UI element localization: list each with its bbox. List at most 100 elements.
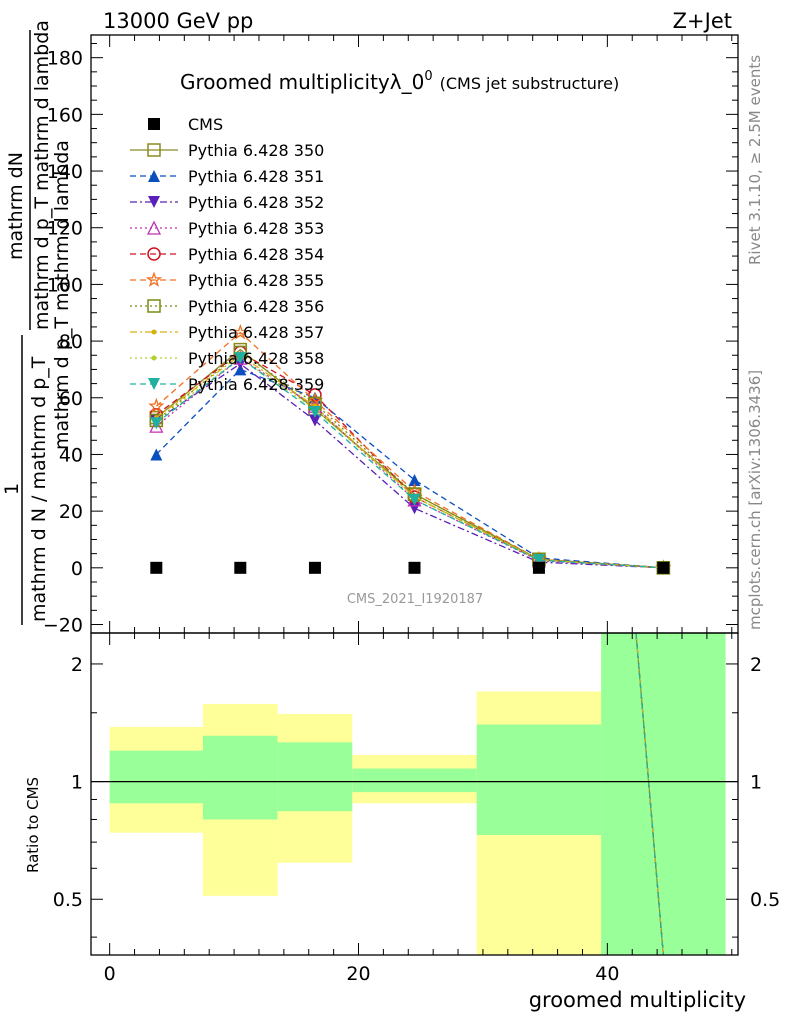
- cms-data-point: [532, 561, 545, 574]
- title-sub: (CMS jet substructure): [440, 74, 620, 93]
- legend-label: Pythia 6.428 351: [188, 167, 324, 186]
- series-line: [155, 368, 664, 569]
- x-tick-label: 0: [104, 963, 116, 985]
- legend-label: Pythia 6.428 354: [188, 245, 324, 264]
- cms-data-point: [150, 561, 163, 574]
- legend-marker: [148, 170, 160, 182]
- y-tick-label: 140: [47, 161, 83, 183]
- legend-label: Pythia 6.428 357: [188, 323, 324, 342]
- legend-entry: Pythia 6.428 352: [130, 193, 324, 212]
- series-point: [308, 414, 321, 427]
- cms-data-point: [408, 561, 421, 574]
- y-tick-label: 100: [47, 274, 83, 296]
- legend-marker: [151, 329, 157, 335]
- y-tick-label: 60: [59, 388, 83, 410]
- legend-entry-cms: CMS: [148, 115, 223, 134]
- y-label-one: 1: [1, 483, 23, 495]
- ratio-band-green: [109, 750, 203, 804]
- header-right: Z+Jet: [673, 9, 732, 33]
- legend-label: Pythia 6.428 353: [188, 219, 324, 238]
- series-line: [155, 362, 664, 569]
- series-point: [232, 324, 249, 340]
- legend-marker: [145, 271, 163, 287]
- ratio-band-green: [202, 735, 278, 820]
- cms-data-points: [150, 561, 670, 574]
- x-tick-label: 20: [346, 963, 370, 985]
- ratio-y-tick-label-right: 2: [750, 654, 762, 676]
- y-tick-label: 160: [47, 104, 83, 126]
- y-tick-label: 180: [47, 48, 83, 70]
- ratio-frame: [90, 632, 739, 956]
- series-point: [148, 397, 165, 414]
- legend-label: Pythia 6.428 356: [188, 297, 324, 316]
- legend-label: Pythia 6.428 352: [188, 193, 324, 212]
- series-line: [155, 351, 664, 569]
- legend-label: Pythia 6.428 359: [188, 375, 324, 394]
- series-point: [308, 405, 321, 418]
- rivet-label: Rivet 3.1.10, ≥ 2.5M events: [746, 55, 764, 265]
- legend-label: Pythia 6.428 358: [188, 349, 324, 368]
- legend-marker: [147, 143, 161, 157]
- ratio-axes: 0.5 0.51 12 20 20 40: [53, 632, 780, 985]
- ratio-series-line: [635, 632, 664, 956]
- cms-data-point: [657, 561, 670, 574]
- y-label-numerator: mathrm dN: [5, 152, 27, 260]
- legend: CMS Pythia 6.428 350 Pythia 6.428 351 Pythi…: [130, 115, 324, 394]
- legend-entry: Pythia 6.428 354: [130, 245, 324, 264]
- ratio-y-tick-label-right: 0.5: [750, 889, 780, 911]
- ratio-y-tick-label: 2: [71, 654, 83, 676]
- series-line: [155, 357, 664, 569]
- title-main: Groomed multiplicityλ_0: [180, 70, 424, 94]
- series-point: [408, 473, 421, 486]
- x-axis-label: groomed multiplicity: [529, 988, 746, 1012]
- title-sup: 0: [424, 69, 432, 84]
- legend-marker: [148, 378, 160, 390]
- legend-marker: [148, 118, 160, 130]
- svg-text:Groomed multiplicityλ_00(CMS j: Groomed multiplicityλ_00 (CMS jet substru…: [180, 69, 619, 94]
- cms-data-point: [308, 561, 321, 574]
- legend-entry: Pythia 6.428 350: [130, 141, 324, 160]
- series-point: [532, 554, 545, 567]
- series-point: [150, 448, 163, 461]
- y-axis-label-main: mathrm dN mathrm d p_T mathrm d lambda 1…: [1, 20, 73, 625]
- series-line: [155, 331, 664, 569]
- ratio-y-tick-label-right: 1: [750, 772, 762, 794]
- y-tick-label: −20: [43, 614, 83, 636]
- main-axes: −20 0 20 40 60 80 100 120 140 160 180: [43, 34, 739, 636]
- ratio-y-tick-label: 1: [71, 772, 83, 794]
- legend-entry: Pythia 6.428 358: [130, 349, 324, 368]
- y-axis-label-ratio: Ratio to CMS: [24, 777, 42, 873]
- y-tick-label: 20: [59, 501, 83, 523]
- x-tick-label: 40: [595, 963, 619, 985]
- legend-entry: Pythia 6.428 359: [130, 375, 324, 394]
- legend-entry: Pythia 6.428 357: [130, 323, 324, 342]
- ratio-band-green: [476, 724, 602, 836]
- legend-marker: [147, 247, 161, 261]
- header-left: 13000 GeV pp: [103, 9, 253, 33]
- ratio-band-green: [277, 742, 353, 812]
- legend-label: Pythia 6.428 350: [188, 141, 324, 160]
- main-series: [148, 324, 672, 575]
- series-Pythia-6428-351: [150, 363, 670, 574]
- y-label-denominator-2: mathrm d p_T mathrm d lambda: [51, 140, 73, 450]
- y-tick-label: 120: [47, 218, 83, 240]
- legend-entry: Pythia 6.428 356: [130, 297, 324, 316]
- mcplots-label: mcplots.cern.ch [arXiv:1306.3436]: [746, 370, 764, 630]
- ratio-band-green: [601, 633, 726, 955]
- series-point: [408, 493, 421, 506]
- legend-entry: Pythia 6.428 355: [130, 271, 324, 290]
- legend-entry: Pythia 6.428 353: [130, 219, 324, 238]
- y-tick-label: 40: [59, 444, 83, 466]
- analysis-watermark: CMS_2021_I1920187: [347, 592, 483, 607]
- ratio-y-tick-label: 0.5: [53, 889, 83, 911]
- series-point: [306, 392, 324, 408]
- cms-data-point: [234, 561, 247, 574]
- legend-entry: Pythia 6.428 351: [130, 167, 324, 186]
- legend-label: Pythia 6.428 355: [188, 271, 324, 290]
- series-line: [155, 357, 664, 569]
- legend-marker: [151, 355, 157, 361]
- y-tick-label: 0: [71, 558, 83, 580]
- series-point: [234, 352, 247, 365]
- y-label-numerator-2: mathrm d p_T mathrm d lambda: [31, 20, 53, 330]
